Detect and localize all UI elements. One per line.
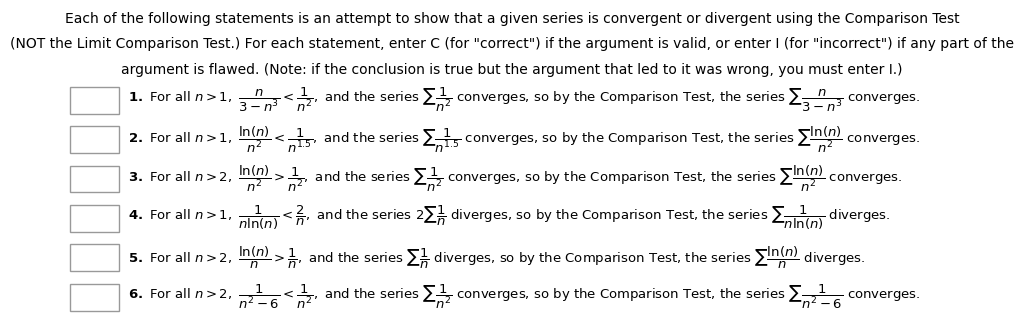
Text: (NOT the Limit Comparison Test.) For each statement, enter C (for "correct") if : (NOT the Limit Comparison Test.) For eac… xyxy=(10,37,1014,51)
Text: $\mathbf{3.}$ For all $n > 2,\ \dfrac{\ln(n)}{n^2} > \dfrac{1}{n^2},$ and the se: $\mathbf{3.}$ For all $n > 2,\ \dfrac{\l… xyxy=(128,164,902,194)
FancyBboxPatch shape xyxy=(70,126,119,153)
Text: $\mathbf{4.}$ For all $n > 1,\ \dfrac{1}{n\ln(n)} < \dfrac{2}{n},$ and the serie: $\mathbf{4.}$ For all $n > 1,\ \dfrac{1}… xyxy=(128,204,891,232)
FancyBboxPatch shape xyxy=(70,166,119,192)
FancyBboxPatch shape xyxy=(70,205,119,232)
Text: argument is flawed. (Note: if the conclusion is true but the argument that led t: argument is flawed. (Note: if the conclu… xyxy=(121,63,903,77)
Text: $\mathbf{5.}$ For all $n > 2,\ \dfrac{\ln(n)}{n} > \dfrac{1}{n},$ and the series: $\mathbf{5.}$ For all $n > 2,\ \dfrac{\l… xyxy=(128,245,865,271)
FancyBboxPatch shape xyxy=(70,244,119,271)
FancyBboxPatch shape xyxy=(70,87,119,114)
Text: $\mathbf{6.}$ For all $n > 2,\ \dfrac{1}{n^2-6} < \dfrac{1}{n^2},$ and the serie: $\mathbf{6.}$ For all $n > 2,\ \dfrac{1}… xyxy=(128,283,921,311)
Text: $\mathbf{2.}$ For all $n > 1,\ \dfrac{\ln(n)}{n^2} < \dfrac{1}{n^{1.5}},$ and th: $\mathbf{2.}$ For all $n > 1,\ \dfrac{\l… xyxy=(128,125,921,155)
Text: Each of the following statements is an attempt to show that a given series is co: Each of the following statements is an a… xyxy=(65,12,959,26)
Text: $\mathbf{1.}$ For all $n > 1,\ \dfrac{n}{3-n^3} < \dfrac{1}{n^2},$ and the serie: $\mathbf{1.}$ For all $n > 1,\ \dfrac{n}… xyxy=(128,86,921,114)
FancyBboxPatch shape xyxy=(70,284,119,311)
